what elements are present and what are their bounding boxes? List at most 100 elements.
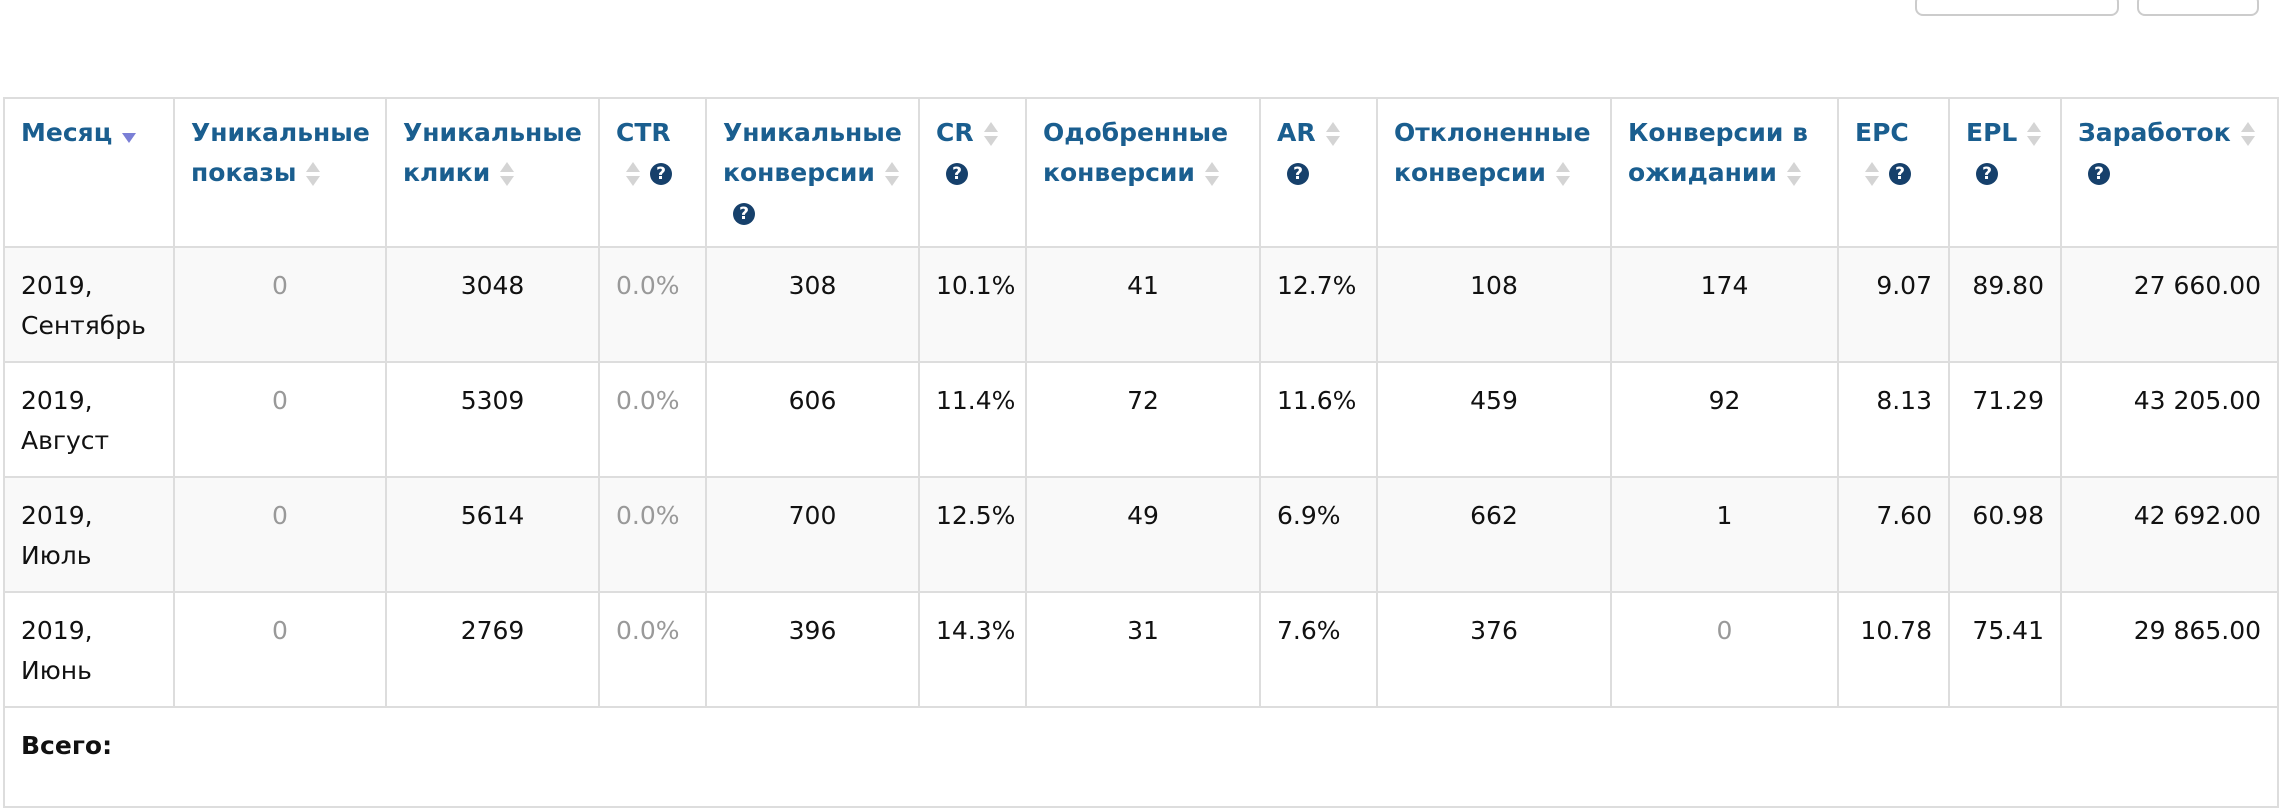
cell: 0	[173, 591, 387, 708]
cell: 0.0%	[598, 476, 707, 593]
button[interactable]	[2137, 0, 2259, 16]
header-text: Уникальные показы	[191, 118, 370, 187]
help-icon[interactable]	[1287, 163, 1309, 185]
cell: 49	[1025, 476, 1261, 593]
cell: 662	[1376, 476, 1612, 593]
data-row: 2019, Июнь 0 2769 0.0% 396 14.3% 31 7.6% 376 0 10.…	[3, 591, 2279, 708]
column-header[interactable]: EPL	[1948, 97, 2062, 248]
button[interactable]	[1915, 0, 2119, 16]
header-text: EPC	[1855, 118, 1909, 147]
cell: 42 692.00	[2060, 476, 2279, 593]
cell: 108	[1376, 246, 1612, 363]
cell: 396	[705, 591, 920, 708]
cell: 7.60	[1837, 476, 1950, 593]
cell: 89.80	[1948, 246, 2062, 363]
sort-icon	[1865, 161, 1879, 187]
cell: 43 205.00	[2060, 361, 2279, 478]
cell: 10.78	[1837, 591, 1950, 708]
cell: 174	[1610, 246, 1839, 363]
help-icon[interactable]	[946, 163, 968, 185]
column-header[interactable]: Одобренные конверсии	[1025, 97, 1261, 248]
column-header[interactable]: EPC	[1837, 97, 1950, 248]
cell: 0	[173, 361, 387, 478]
cell: 2769	[385, 591, 600, 708]
cell: 606	[705, 361, 920, 478]
cell: 60.98	[1948, 476, 2062, 593]
column-header[interactable]: Уникальные клики	[385, 97, 600, 248]
help-icon[interactable]	[1889, 163, 1911, 185]
header-row: Месяц Уникальные показы Уникальные клики CT…	[3, 97, 2279, 248]
cell: 92	[1610, 361, 1839, 478]
cell: 11.6%	[1259, 361, 1378, 478]
sort-icon	[983, 121, 998, 147]
cell: 0	[173, 476, 387, 593]
page: Месяц Уникальные показы Уникальные клики CT…	[0, 0, 2280, 768]
column-header[interactable]: Уникальные показы	[173, 97, 387, 248]
cell: 0	[1610, 591, 1839, 708]
cell: 7.6%	[1259, 591, 1378, 708]
sort-icon	[2240, 121, 2255, 147]
cell: 376	[1376, 591, 1612, 708]
cell: 31	[1025, 591, 1261, 708]
cell: 2019, Сентябрь	[3, 246, 175, 363]
data-row: 2019, Август 0 5309 0.0% 606 11.4% 72 11.6% 459 9…	[3, 361, 2279, 478]
column-header[interactable]: Месяц	[3, 97, 175, 248]
sort-icon	[306, 161, 321, 187]
header-text: Заработок	[2078, 118, 2231, 147]
cell: 41	[1025, 246, 1261, 363]
column-header[interactable]: CR	[918, 97, 1027, 248]
sort-icon	[1325, 121, 1340, 147]
sort-icon	[1555, 161, 1570, 187]
total-label: Всего:	[3, 706, 2279, 808]
help-icon[interactable]	[733, 203, 755, 225]
cell: 72	[1025, 361, 1261, 478]
sort-icon	[626, 161, 640, 187]
cell: 1	[1610, 476, 1839, 593]
cell: 9.07	[1837, 246, 1950, 363]
sort-icon	[884, 161, 899, 187]
sort-icon	[122, 121, 137, 147]
cell: 700	[705, 476, 920, 593]
column-header[interactable]: CTR	[598, 97, 707, 248]
cell: 0.0%	[598, 361, 707, 478]
column-header[interactable]: Конверсии в ожидании	[1610, 97, 1839, 248]
help-icon[interactable]	[1976, 163, 1998, 185]
cell: 29 865.00	[2060, 591, 2279, 708]
cell: 14.3%	[918, 591, 1027, 708]
header-text: Месяц	[21, 118, 113, 147]
help-icon[interactable]	[2088, 163, 2110, 185]
cell: 0	[173, 246, 387, 363]
sort-icon	[1786, 161, 1801, 187]
cell: 10.1%	[918, 246, 1027, 363]
header-text: Одобренные конверсии	[1043, 118, 1229, 187]
header-text: Уникальные клики	[403, 118, 582, 187]
cell: 71.29	[1948, 361, 2062, 478]
column-header[interactable]: AR	[1259, 97, 1378, 248]
cell: 5309	[385, 361, 600, 478]
data-row: 2019, Сентябрь 0 3048 0.0% 308 10.1% 41 12.7% 10…	[3, 246, 2279, 363]
cell: 2019, Июнь	[3, 591, 175, 708]
cell: 8.13	[1837, 361, 1950, 478]
total-row: Всего:	[3, 706, 2279, 808]
header-text: EPL	[1966, 118, 2018, 147]
column-header[interactable]: Заработок	[2060, 97, 2279, 248]
cell: 12.7%	[1259, 246, 1378, 363]
cell: 0.0%	[598, 246, 707, 363]
cell: 11.4%	[918, 361, 1027, 478]
cell: 5614	[385, 476, 600, 593]
cell: 12.5%	[918, 476, 1027, 593]
cell: 2019, Июль	[3, 476, 175, 593]
sort-icon	[2027, 121, 2042, 147]
help-icon[interactable]	[650, 163, 672, 185]
cell: 3048	[385, 246, 600, 363]
cell: 459	[1376, 361, 1612, 478]
header-text: Отклоненные конверсии	[1394, 118, 1591, 187]
cell: 75.41	[1948, 591, 2062, 708]
column-header[interactable]: Отклоненные конверсии	[1376, 97, 1612, 248]
stats-table: Месяц Уникальные показы Уникальные клики CT…	[3, 97, 2279, 808]
column-header[interactable]: Уникальные конверсии	[705, 97, 920, 248]
cell: 2019, Август	[3, 361, 175, 478]
cell: 27 660.00	[2060, 246, 2279, 363]
cell: 0.0%	[598, 591, 707, 708]
cell: 6.9%	[1259, 476, 1378, 593]
